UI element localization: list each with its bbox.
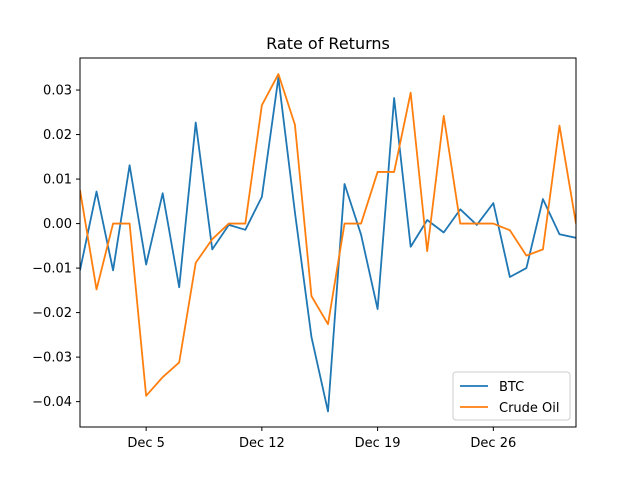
y-tick-label: 0.03 xyxy=(43,84,72,99)
legend-label-btc: BTC xyxy=(499,380,524,395)
y-tick-label: −0.02 xyxy=(32,306,72,321)
y-tick-label: −0.01 xyxy=(32,262,72,277)
x-axis: Dec 5 Dec 12 Dec 19 Dec 26 xyxy=(127,427,516,451)
plot-frame xyxy=(79,57,577,428)
y-tick-label: 0.00 xyxy=(43,217,72,232)
y-tick-label: −0.03 xyxy=(32,351,72,366)
y-tick-label: −0.04 xyxy=(32,395,72,410)
y-axis: −0.04 −0.03 −0.02 −0.01 0.00 0.01 0.02 0.03 xyxy=(32,84,80,410)
legend: BTC Crude Oil xyxy=(452,371,571,421)
chart-title: Rate of Returns xyxy=(266,34,390,53)
legend-box xyxy=(452,371,571,421)
x-tick-label: Dec 12 xyxy=(239,436,285,451)
legend-label-crude-oil: Crude Oil xyxy=(499,401,560,416)
x-tick-label: Dec 26 xyxy=(470,436,516,451)
series-line-btc xyxy=(80,76,576,413)
y-tick-label: 0.02 xyxy=(43,128,72,143)
x-tick-label: Dec 19 xyxy=(355,436,401,451)
y-tick-label: 0.01 xyxy=(43,173,72,188)
series-layer xyxy=(80,73,576,413)
series-line-crude-oil xyxy=(80,73,576,397)
x-tick-label: Dec 5 xyxy=(127,436,165,451)
